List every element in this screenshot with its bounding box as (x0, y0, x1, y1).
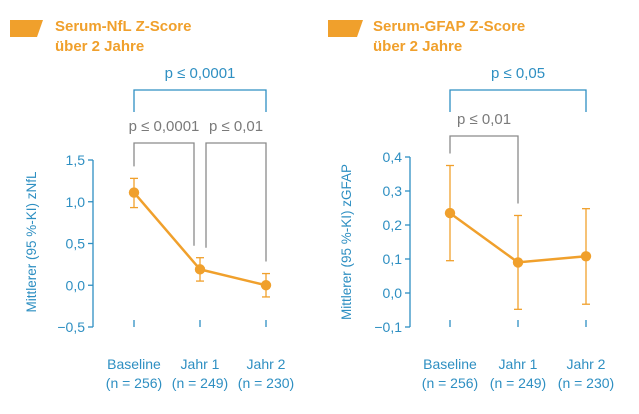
gfap-y-tick-label: 0,4 (383, 149, 403, 165)
nfl-data-point (128, 187, 140, 198)
nfl-x-tick-n-label: (n = 230) (238, 375, 294, 391)
nfl-x-tick-label: Jahr 1 (181, 356, 220, 372)
nfl-x-tick-label: Jahr 2 (247, 356, 286, 372)
nfl-panel: Serum-NfL Z-Score über 2 Jahre Mittlerer… (10, 18, 294, 391)
gfap-x-tick-n-label: (n = 230) (558, 375, 614, 391)
nfl-y-tick-label: 0,0 (66, 277, 86, 293)
nfl-significance-bracket (133, 89, 267, 112)
gfap-y-axis-label: Mittlerer (95 %-KI) zGFAP (339, 164, 354, 320)
nfl-y-tick-label: 1,5 (66, 152, 86, 168)
gfap-x-tick-n-label: (n = 256) (422, 375, 478, 391)
gfap-panel: Serum-GFAP Z-Score über 2 Jahre Mittlere… (328, 18, 614, 391)
nfl-y-axis-label: Mittlerer (95 %-KI) zNfL (24, 171, 39, 313)
nfl-data-point (194, 264, 206, 275)
nfl-x-tick-label: Baseline (107, 356, 161, 372)
gfap-x-tick-label: Jahr 1 (499, 356, 538, 372)
nfl-x-tick-n-label: (n = 256) (106, 375, 162, 391)
gfap-significance-bracket (449, 135, 519, 204)
gfap-y-tick-label: 0,0 (383, 285, 403, 301)
nfl-significance-bracket (133, 142, 195, 246)
nfl-p-value-label: p ≤ 0,0001 (165, 65, 236, 82)
nfl-x-tick-n-label: (n = 249) (172, 375, 228, 391)
nfl-p-value-label: p ≤ 0,0001 (129, 118, 200, 135)
gfap-significance-bracket (449, 89, 587, 112)
gfap-y-tick-label: 0,3 (383, 183, 403, 199)
gfap-x-tick-label: Baseline (423, 356, 477, 372)
nfl-plot-area: 1,5 1,0 0,5 0,0 −0,5 Baseline (n = 256) Jahr 1 (… (57, 65, 294, 391)
gfap-title-line2: über 2 Jahre (373, 38, 462, 55)
nfl-y-tick-label: 0,5 (66, 236, 86, 252)
gfap-title-marker-icon (328, 20, 363, 37)
gfap-plot-area: 0,4 0,3 0,2 0,1 0,0 −0,1 Baseline (n = 256) Jahr… (374, 65, 614, 391)
nfl-y-tick-label: −0,5 (57, 319, 85, 335)
gfap-x-tick-n-label: (n = 249) (490, 375, 546, 391)
gfap-p-value-label: p ≤ 0,05 (491, 65, 545, 82)
gfap-y-tick-label: 0,2 (383, 217, 403, 233)
gfap-title-line1: Serum-GFAP Z-Score (373, 18, 525, 35)
gfap-data-point (580, 251, 592, 262)
gfap-p-value-label: p ≤ 0,01 (457, 111, 511, 128)
gfap-x-tick-label: Jahr 2 (567, 356, 606, 372)
gfap-y-tick-label: −0,1 (374, 319, 402, 335)
nfl-y-tick-label: 1,0 (66, 194, 86, 210)
nfl-title-line2: über 2 Jahre (55, 38, 144, 55)
nfl-significance-bracket (205, 142, 267, 262)
gfap-data-point (444, 207, 456, 219)
gfap-y-tick-label: 0,1 (383, 251, 403, 267)
nfl-title-marker-icon (10, 20, 43, 37)
nfl-p-value-label: p ≤ 0,01 (209, 118, 263, 135)
nfl-data-point (260, 280, 272, 291)
gfap-data-point (512, 257, 524, 268)
nfl-title-line1: Serum-NfL Z-Score (55, 18, 191, 35)
